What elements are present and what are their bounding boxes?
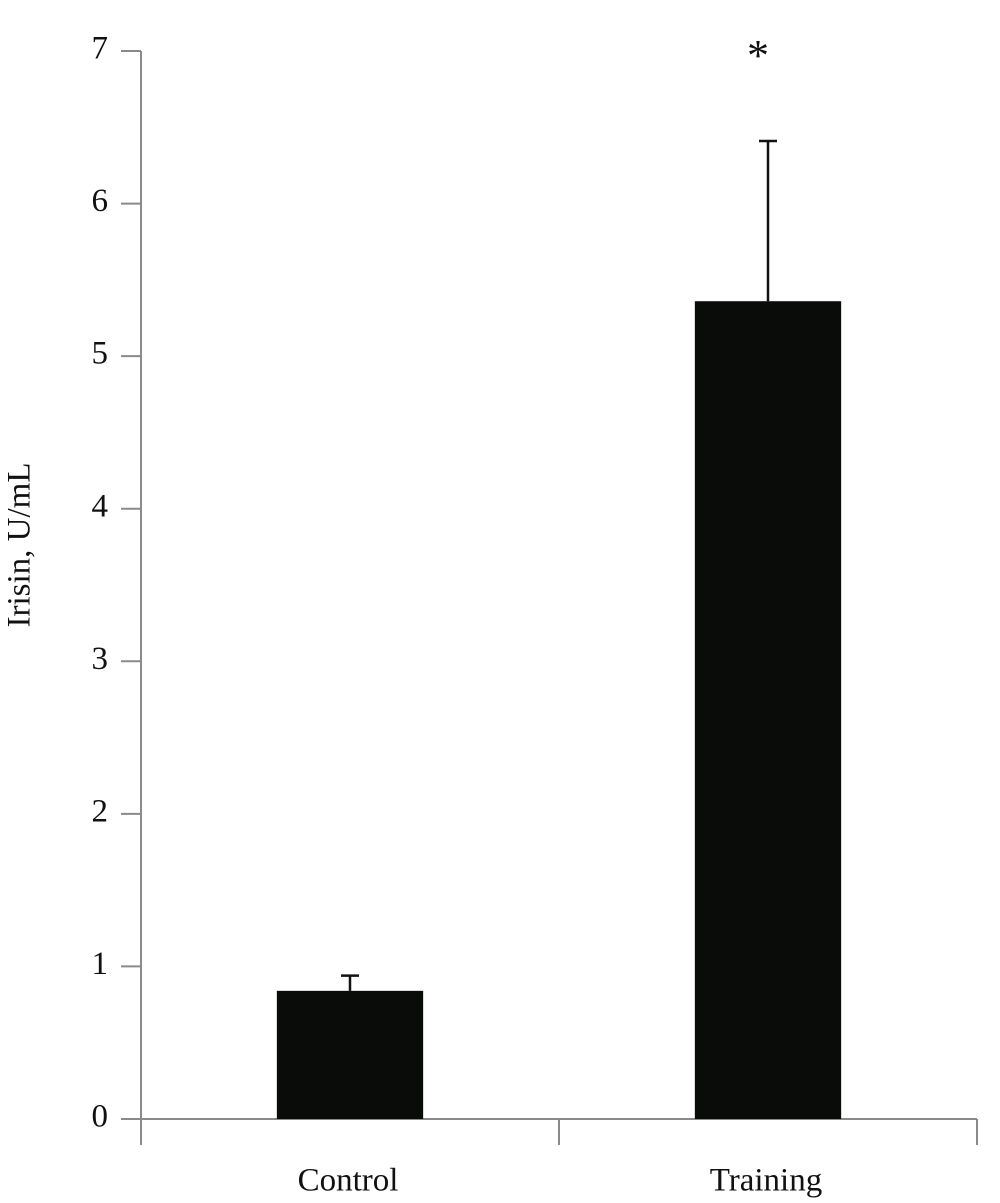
error-bar [341,974,359,991]
annotation: * [747,31,769,80]
x-tick-label: Training [710,1163,822,1199]
y-tick-label: 5 [92,336,109,372]
bar [276,990,424,1119]
y-tick-label: 0 [92,1099,109,1135]
bar [694,301,842,1119]
y-tick-label: 2 [92,793,109,829]
x-tick-label: Control [298,1163,399,1199]
y-tick-label: 6 [92,183,109,219]
y-axis-label: Irisin, U/mL [2,463,38,628]
error-bar [759,139,777,302]
y-tick-label: 1 [92,946,109,982]
y-tick-label: 4 [92,488,109,524]
y-tick-label: 7 [92,31,109,67]
y-tick-label: 3 [92,641,109,677]
